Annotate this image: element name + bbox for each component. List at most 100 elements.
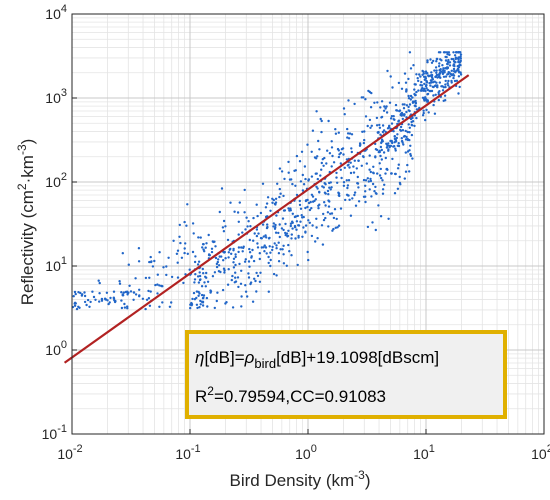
fit-statistics: R2=0.79594,CC=0.91083: [195, 384, 386, 406]
scatter-point: [149, 290, 152, 293]
scatter-point: [275, 214, 278, 217]
scatter-point: [255, 234, 259, 238]
scatter-point: [220, 187, 224, 190]
scatter-point: [114, 299, 117, 303]
scatter-point: [339, 207, 343, 210]
scatter-point: [369, 106, 373, 109]
scatter-point: [248, 265, 251, 268]
scatter-point: [419, 75, 422, 78]
scatter-point: [380, 139, 384, 143]
scatter-point: [378, 162, 381, 165]
scatter-point: [379, 154, 382, 158]
scatter-point: [213, 271, 217, 274]
scatter-point: [320, 161, 323, 165]
scatter-point: [77, 291, 80, 294]
scatter-point: [264, 246, 268, 249]
scatter-point: [321, 158, 324, 161]
scatter-point: [262, 246, 265, 249]
scatter-point: [158, 284, 161, 287]
scatter-point: [340, 176, 343, 180]
scatter-point: [203, 250, 206, 253]
scatter-point: [344, 198, 347, 202]
scatter-point: [144, 276, 148, 280]
scatter-point: [311, 129, 315, 132]
scatter-point: [395, 136, 398, 140]
scatter-point: [318, 191, 321, 194]
scatter-point: [137, 260, 141, 263]
scatter-point: [327, 119, 330, 123]
scatter-point: [247, 220, 250, 223]
scatter-point: [282, 262, 286, 265]
scatter-point: [86, 298, 90, 302]
scatter-point: [233, 210, 236, 213]
scatter-point: [284, 231, 287, 235]
scatter-point: [291, 227, 294, 230]
scatter-point: [195, 303, 199, 306]
scatter-point: [256, 214, 259, 218]
scatter-point: [290, 254, 293, 257]
scatter-point: [422, 109, 425, 112]
scatter-point: [240, 295, 243, 298]
scatter-point: [411, 124, 414, 127]
scatter-point: [216, 291, 219, 294]
scatter-point: [227, 251, 230, 254]
scatter-point: [215, 265, 219, 269]
scatter-point: [199, 278, 202, 281]
scatter-point: [392, 115, 395, 118]
scatter-point: [356, 182, 360, 185]
scatter-point: [459, 55, 462, 58]
scatter-point: [411, 120, 415, 123]
scatter-point: [310, 207, 313, 210]
scatter-point: [302, 226, 305, 229]
scatter-point: [278, 195, 281, 199]
scatter-point: [347, 163, 350, 166]
scatter-point: [295, 154, 299, 158]
scatter-point: [315, 217, 318, 220]
scatter-point: [388, 144, 391, 148]
scatter-point: [147, 297, 151, 300]
scatter-point: [434, 75, 437, 79]
scatter-point: [277, 260, 281, 263]
scatter-point: [222, 230, 226, 233]
scatter-point: [381, 124, 385, 127]
scatter-point: [197, 281, 201, 284]
scatter-point: [438, 72, 442, 75]
scatter-point: [386, 144, 389, 147]
scatter-point: [348, 198, 351, 201]
x-tick-label: 100: [295, 443, 317, 462]
scatter-point: [246, 295, 249, 298]
scatter-point: [100, 297, 104, 301]
scatter-point: [390, 122, 394, 125]
scatter-point: [387, 148, 390, 151]
scatter-point: [370, 91, 373, 95]
scatter-point: [354, 204, 358, 207]
scatter-point: [384, 107, 387, 110]
scatter-point: [124, 290, 128, 294]
scatter-point: [383, 105, 386, 108]
scatter-point: [198, 306, 201, 309]
scatter-point: [279, 248, 282, 251]
scatter-point: [196, 263, 200, 266]
scatter-point: [454, 56, 458, 59]
scatter-point: [277, 241, 280, 244]
scatter-point: [408, 103, 412, 106]
scatter-point: [363, 138, 366, 142]
scatter-point: [413, 124, 416, 128]
scatter-point: [325, 162, 328, 165]
scatter-point: [266, 223, 269, 226]
scatter-point: [158, 251, 161, 254]
scatter-point: [453, 60, 456, 63]
scatter-point: [197, 236, 200, 239]
scatter-point: [79, 291, 82, 295]
scatter-point: [78, 306, 81, 309]
scatter-point: [206, 280, 210, 283]
scatter-point: [389, 75, 392, 78]
scatter-point: [317, 207, 320, 210]
scatter-point: [237, 233, 240, 236]
scatter-point: [299, 220, 302, 223]
scatter-point: [415, 116, 418, 120]
scatter-point: [394, 147, 397, 150]
scatter-point: [458, 51, 461, 54]
scatter-point: [202, 296, 205, 299]
scatter-point: [128, 284, 131, 287]
